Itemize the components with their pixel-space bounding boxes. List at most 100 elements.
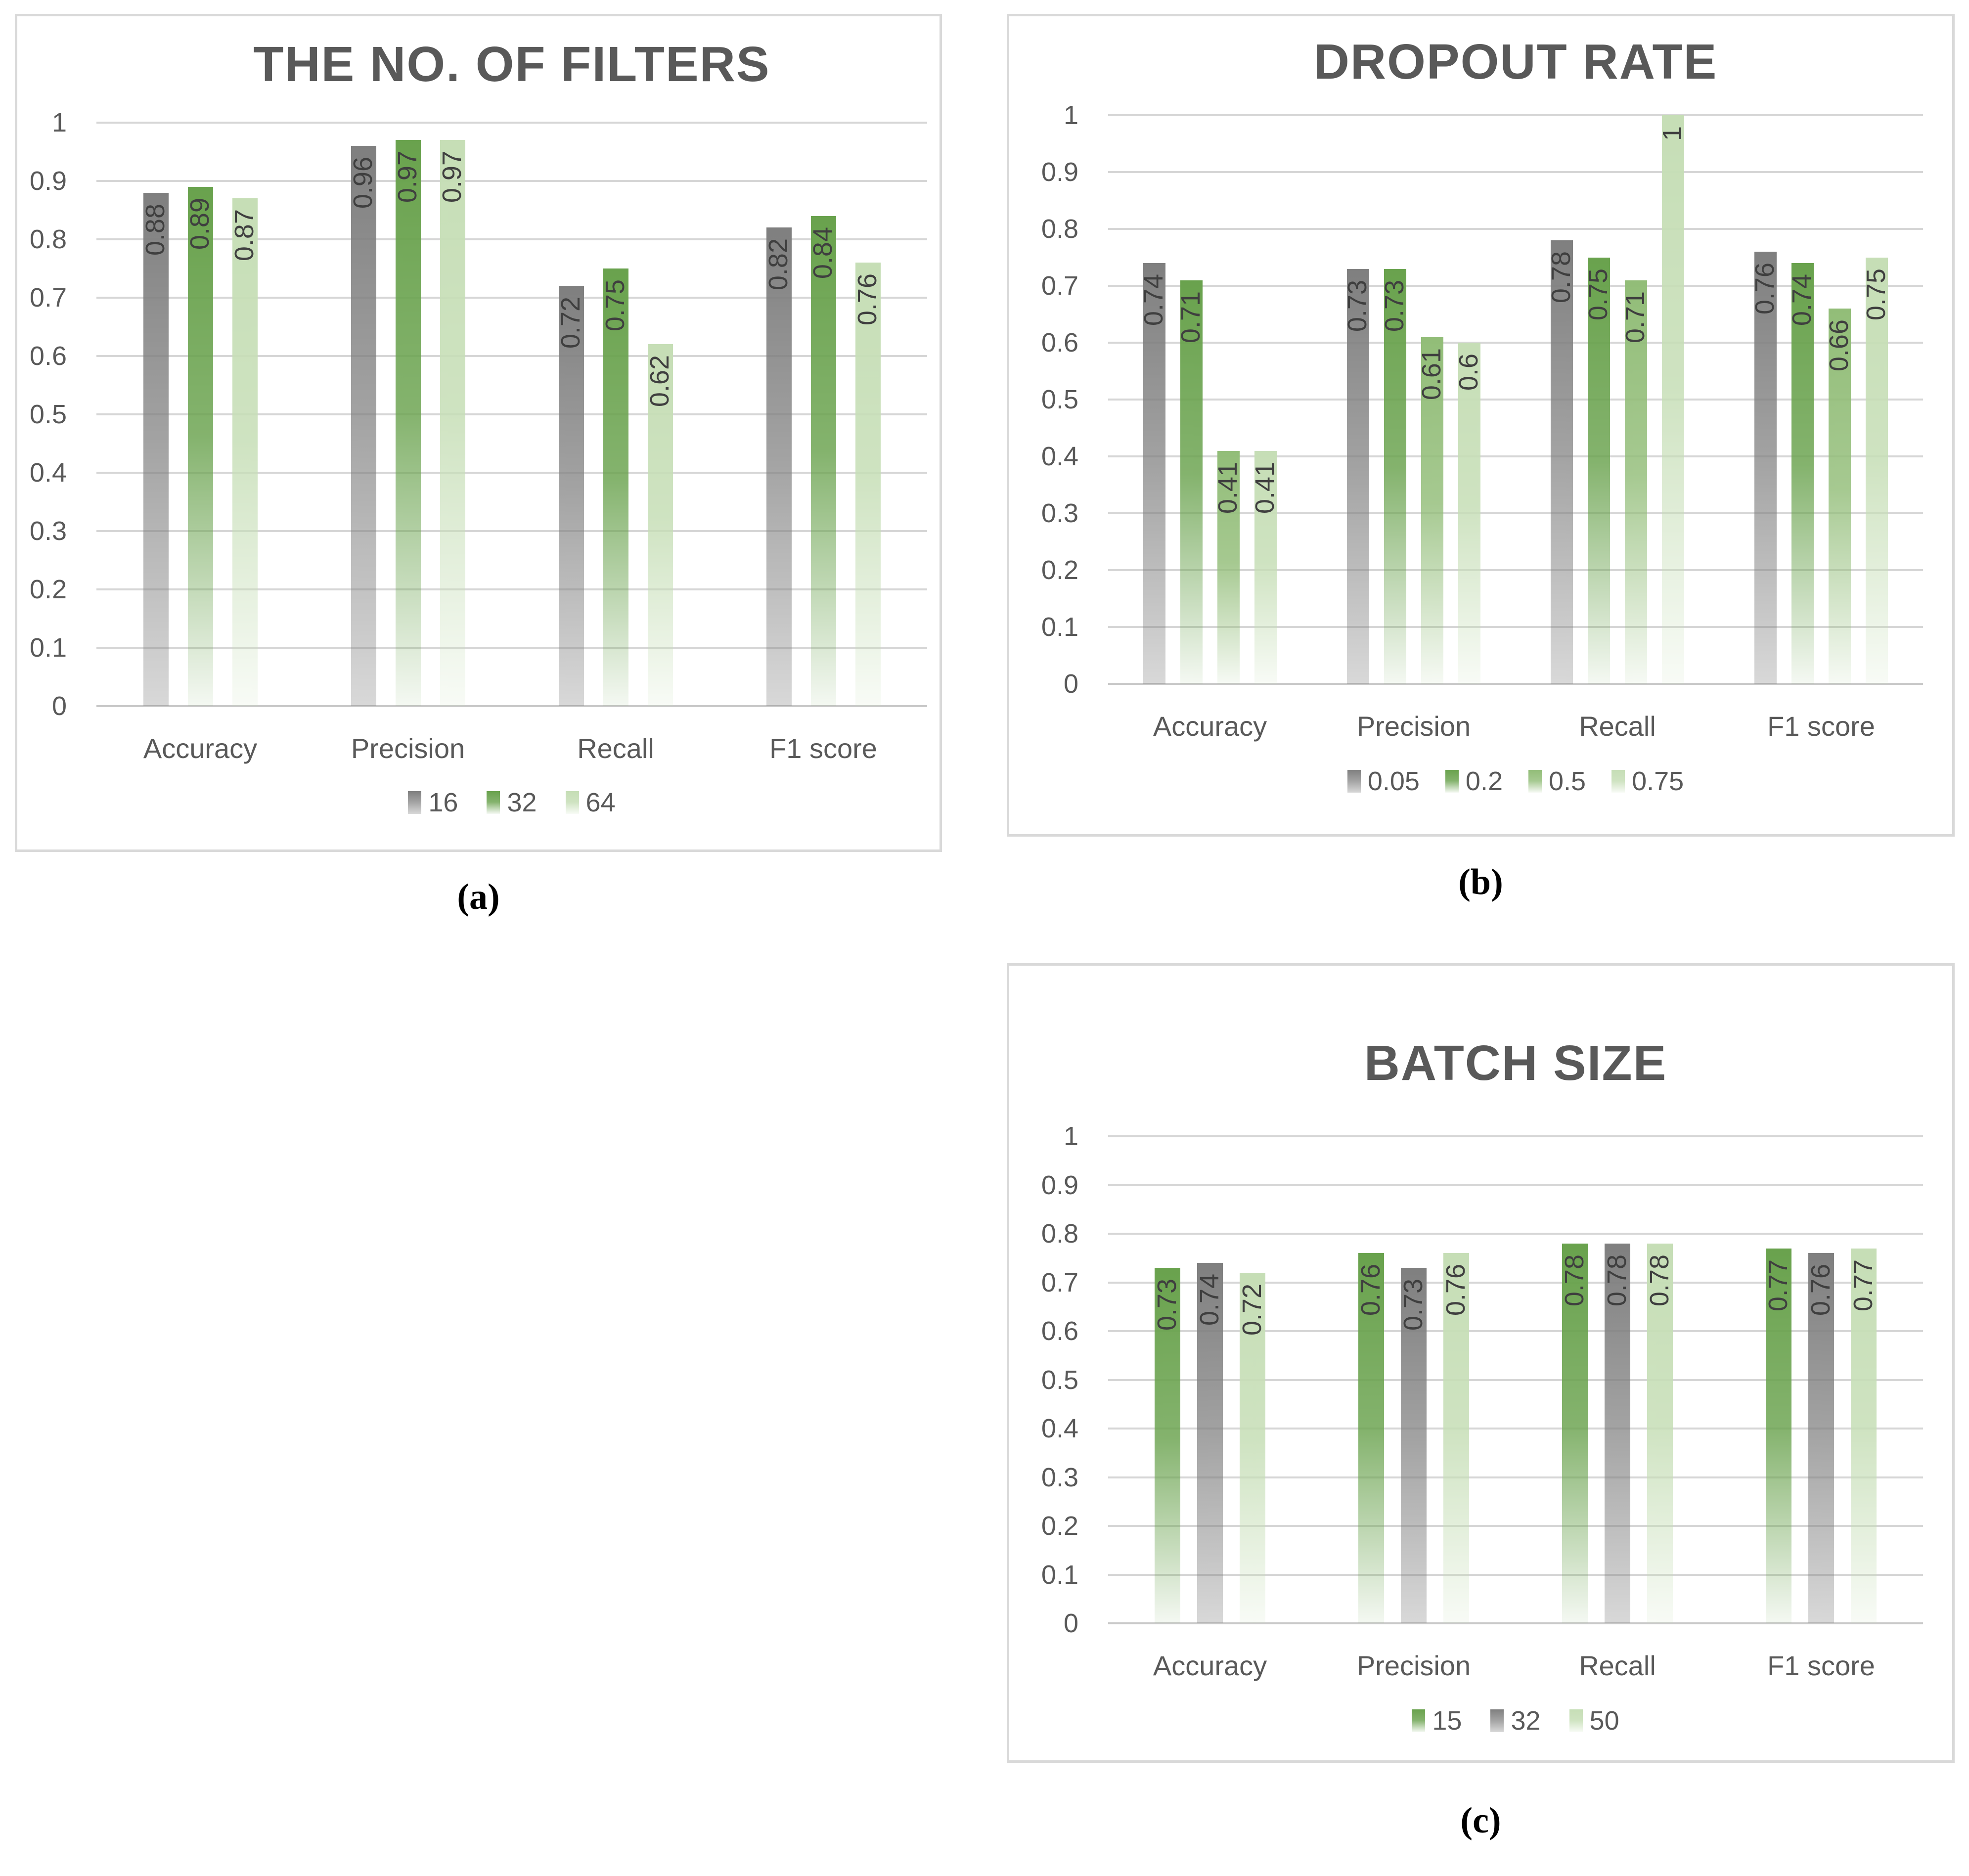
y-tick-label: 0.4 — [29, 458, 67, 488]
bar-dropout-recall-0.5 — [1625, 280, 1647, 684]
bar-dropout-f1-score-0.75 — [1866, 257, 1888, 684]
gridline-0.6 — [1108, 342, 1923, 344]
bar-filters-precision-32 — [395, 140, 421, 706]
y-tick-label: 1 — [1063, 100, 1078, 130]
bar-value-label: 0.77 — [1763, 1259, 1793, 1311]
y-tick-label: 0 — [51, 691, 67, 721]
chart-panel-dropout: DROPOUT RATE 1 0.9 0.8 0.7 0.6 0.5 0.4 0.3 0.2 0.… — [1007, 14, 1955, 837]
gridline-0.6 — [96, 355, 927, 357]
gridline-0.5 — [1108, 1379, 1923, 1381]
legend-label-32: 32 — [1511, 1706, 1541, 1736]
bar-value-label: 0.73 — [1380, 279, 1410, 332]
bar-dropout-recall-0.75 — [1662, 115, 1684, 684]
legend-swatch-64 — [565, 791, 579, 814]
legend-label-16: 16 — [428, 788, 458, 817]
bar-value-label: 0.78 — [1644, 1254, 1674, 1306]
legend-item-15: 15 — [1412, 1707, 1462, 1734]
gridline-0.4 — [96, 472, 927, 474]
gridline-0.8 — [1108, 1233, 1923, 1235]
bar-value-label: 0.88 — [140, 203, 170, 256]
plot-area-batch: 1 0.9 0.8 0.7 0.6 0.5 0.4 0.3 0.2 0.1 0 Accuracy 0.7… — [1009, 966, 1952, 1760]
legend-item-0.5: 0.5 — [1528, 768, 1586, 795]
gridline-0 — [1108, 1622, 1923, 1624]
gridline-0.7 — [96, 297, 927, 299]
gridline-0.9 — [96, 180, 927, 182]
category-label: Accuracy — [1153, 1650, 1267, 1681]
y-tick-label: 0.3 — [1041, 498, 1078, 528]
bar-dropout-accuracy-0.2 — [1180, 280, 1203, 684]
y-tick-label: 0.8 — [29, 224, 67, 254]
bar-filters-f1-score-32 — [810, 216, 836, 706]
y-tick-label: 0.1 — [1041, 612, 1078, 642]
y-tick-label: 0.2 — [1041, 1511, 1078, 1541]
legend-batch: 15 32 50 — [1108, 1703, 1923, 1738]
bar-value-label: 0.41 — [1213, 461, 1243, 514]
y-tick-label: 0.2 — [1041, 555, 1078, 585]
bar-value-label: 0.87 — [229, 209, 259, 262]
y-tick-label: 0.7 — [29, 283, 67, 313]
y-tick-label: 0.6 — [1041, 1316, 1078, 1346]
legend-item-0.75: 0.75 — [1611, 768, 1684, 795]
bar-value-label: 0.76 — [1355, 1264, 1386, 1316]
gridline-0.3 — [1108, 1476, 1923, 1478]
gridline-1 — [1108, 114, 1923, 116]
legend-item-64: 64 — [565, 788, 616, 817]
chart-title-batch: BATCH SIZE — [1364, 1035, 1667, 1091]
bar-value-label: 0.76 — [1440, 1264, 1471, 1316]
bar-value-label: 0.82 — [763, 238, 793, 291]
bar-value-label: 0.76 — [1805, 1264, 1835, 1316]
plot-area-dropout: 1 0.9 0.8 0.7 0.6 0.5 0.4 0.3 0.2 0.1 0 Accuracy 0.7… — [1009, 16, 1952, 834]
bar-value-label: 0.74 — [1139, 274, 1169, 326]
category-label: Precision — [1356, 1650, 1471, 1681]
gridline-0.7 — [1108, 285, 1923, 287]
gridline-0.3 — [1108, 512, 1923, 514]
y-tick-label: 0.7 — [1041, 271, 1078, 301]
legend-label-0.75: 0.75 — [1632, 766, 1684, 796]
bar-dropout-precision-0.5 — [1421, 337, 1443, 684]
gridline-0.9 — [1108, 1184, 1923, 1186]
chart-title-dropout: DROPOUT RATE — [1313, 34, 1718, 89]
bar-dropout-recall-0.2 — [1588, 257, 1610, 684]
legend-dropout: 0.05 0.2 0.5 0.75 — [1108, 764, 1923, 799]
y-tick-label: 0.8 — [1041, 1219, 1078, 1249]
legend-swatch-32 — [1490, 1709, 1504, 1732]
bar-batch-f1-score-32 — [1808, 1253, 1834, 1623]
bar-value-label: 0.41 — [1250, 461, 1280, 514]
bar-dropout-precision-0.05 — [1347, 268, 1369, 684]
legend-label-64: 64 — [585, 788, 616, 817]
bar-batch-accuracy-15 — [1155, 1267, 1180, 1623]
bar-value-label: 0.84 — [807, 226, 838, 279]
legend-label-15: 15 — [1432, 1706, 1462, 1736]
bar-value-label: 0.62 — [644, 355, 674, 407]
bar-value-label: 0.61 — [1417, 348, 1447, 400]
y-tick-label: 0.2 — [29, 575, 67, 604]
y-tick-label: 0.3 — [29, 516, 67, 546]
bar-value-label: 0.97 — [392, 151, 422, 203]
gridline-0.2 — [1108, 1525, 1923, 1527]
legend-swatch-0.75 — [1611, 770, 1625, 793]
category-label: Recall — [1579, 711, 1656, 742]
bar-filters-accuracy-16 — [143, 192, 169, 706]
bar-batch-precision-15 — [1358, 1253, 1384, 1623]
legend-label-0.05: 0.05 — [1367, 766, 1420, 796]
gridline-1 — [96, 122, 927, 124]
y-tick-label: 0.5 — [29, 400, 67, 429]
y-tick-label: 0.5 — [1041, 385, 1078, 414]
bar-filters-recall-64 — [647, 344, 673, 706]
chart-panel-batch: BATCH SIZE 1 0.9 0.8 0.7 0.6 0.5 0.4 0.3 0.2 0.1 0… — [1007, 963, 1955, 1763]
category-label: Recall — [1579, 1650, 1656, 1681]
bar-dropout-accuracy-0.05 — [1143, 263, 1165, 684]
category-label: Precision — [1356, 711, 1471, 742]
bar-value-label: 0.71 — [1176, 291, 1206, 343]
legend-item-16: 16 — [408, 789, 458, 816]
bar-value-label: 0.74 — [1194, 1274, 1224, 1326]
bar-value-label: 0.76 — [1750, 263, 1780, 315]
y-tick-label: 0.4 — [1041, 1414, 1078, 1443]
bar-value-label: 0.72 — [1237, 1283, 1267, 1336]
y-tick-label: 0.5 — [1041, 1365, 1078, 1395]
bar-filters-f1-score-64 — [855, 263, 881, 706]
bar-batch-accuracy-50 — [1240, 1272, 1265, 1623]
gridline-0.8 — [1108, 228, 1923, 230]
legend-swatch-0.5 — [1528, 770, 1542, 793]
y-tick-label: 0.1 — [29, 633, 67, 663]
